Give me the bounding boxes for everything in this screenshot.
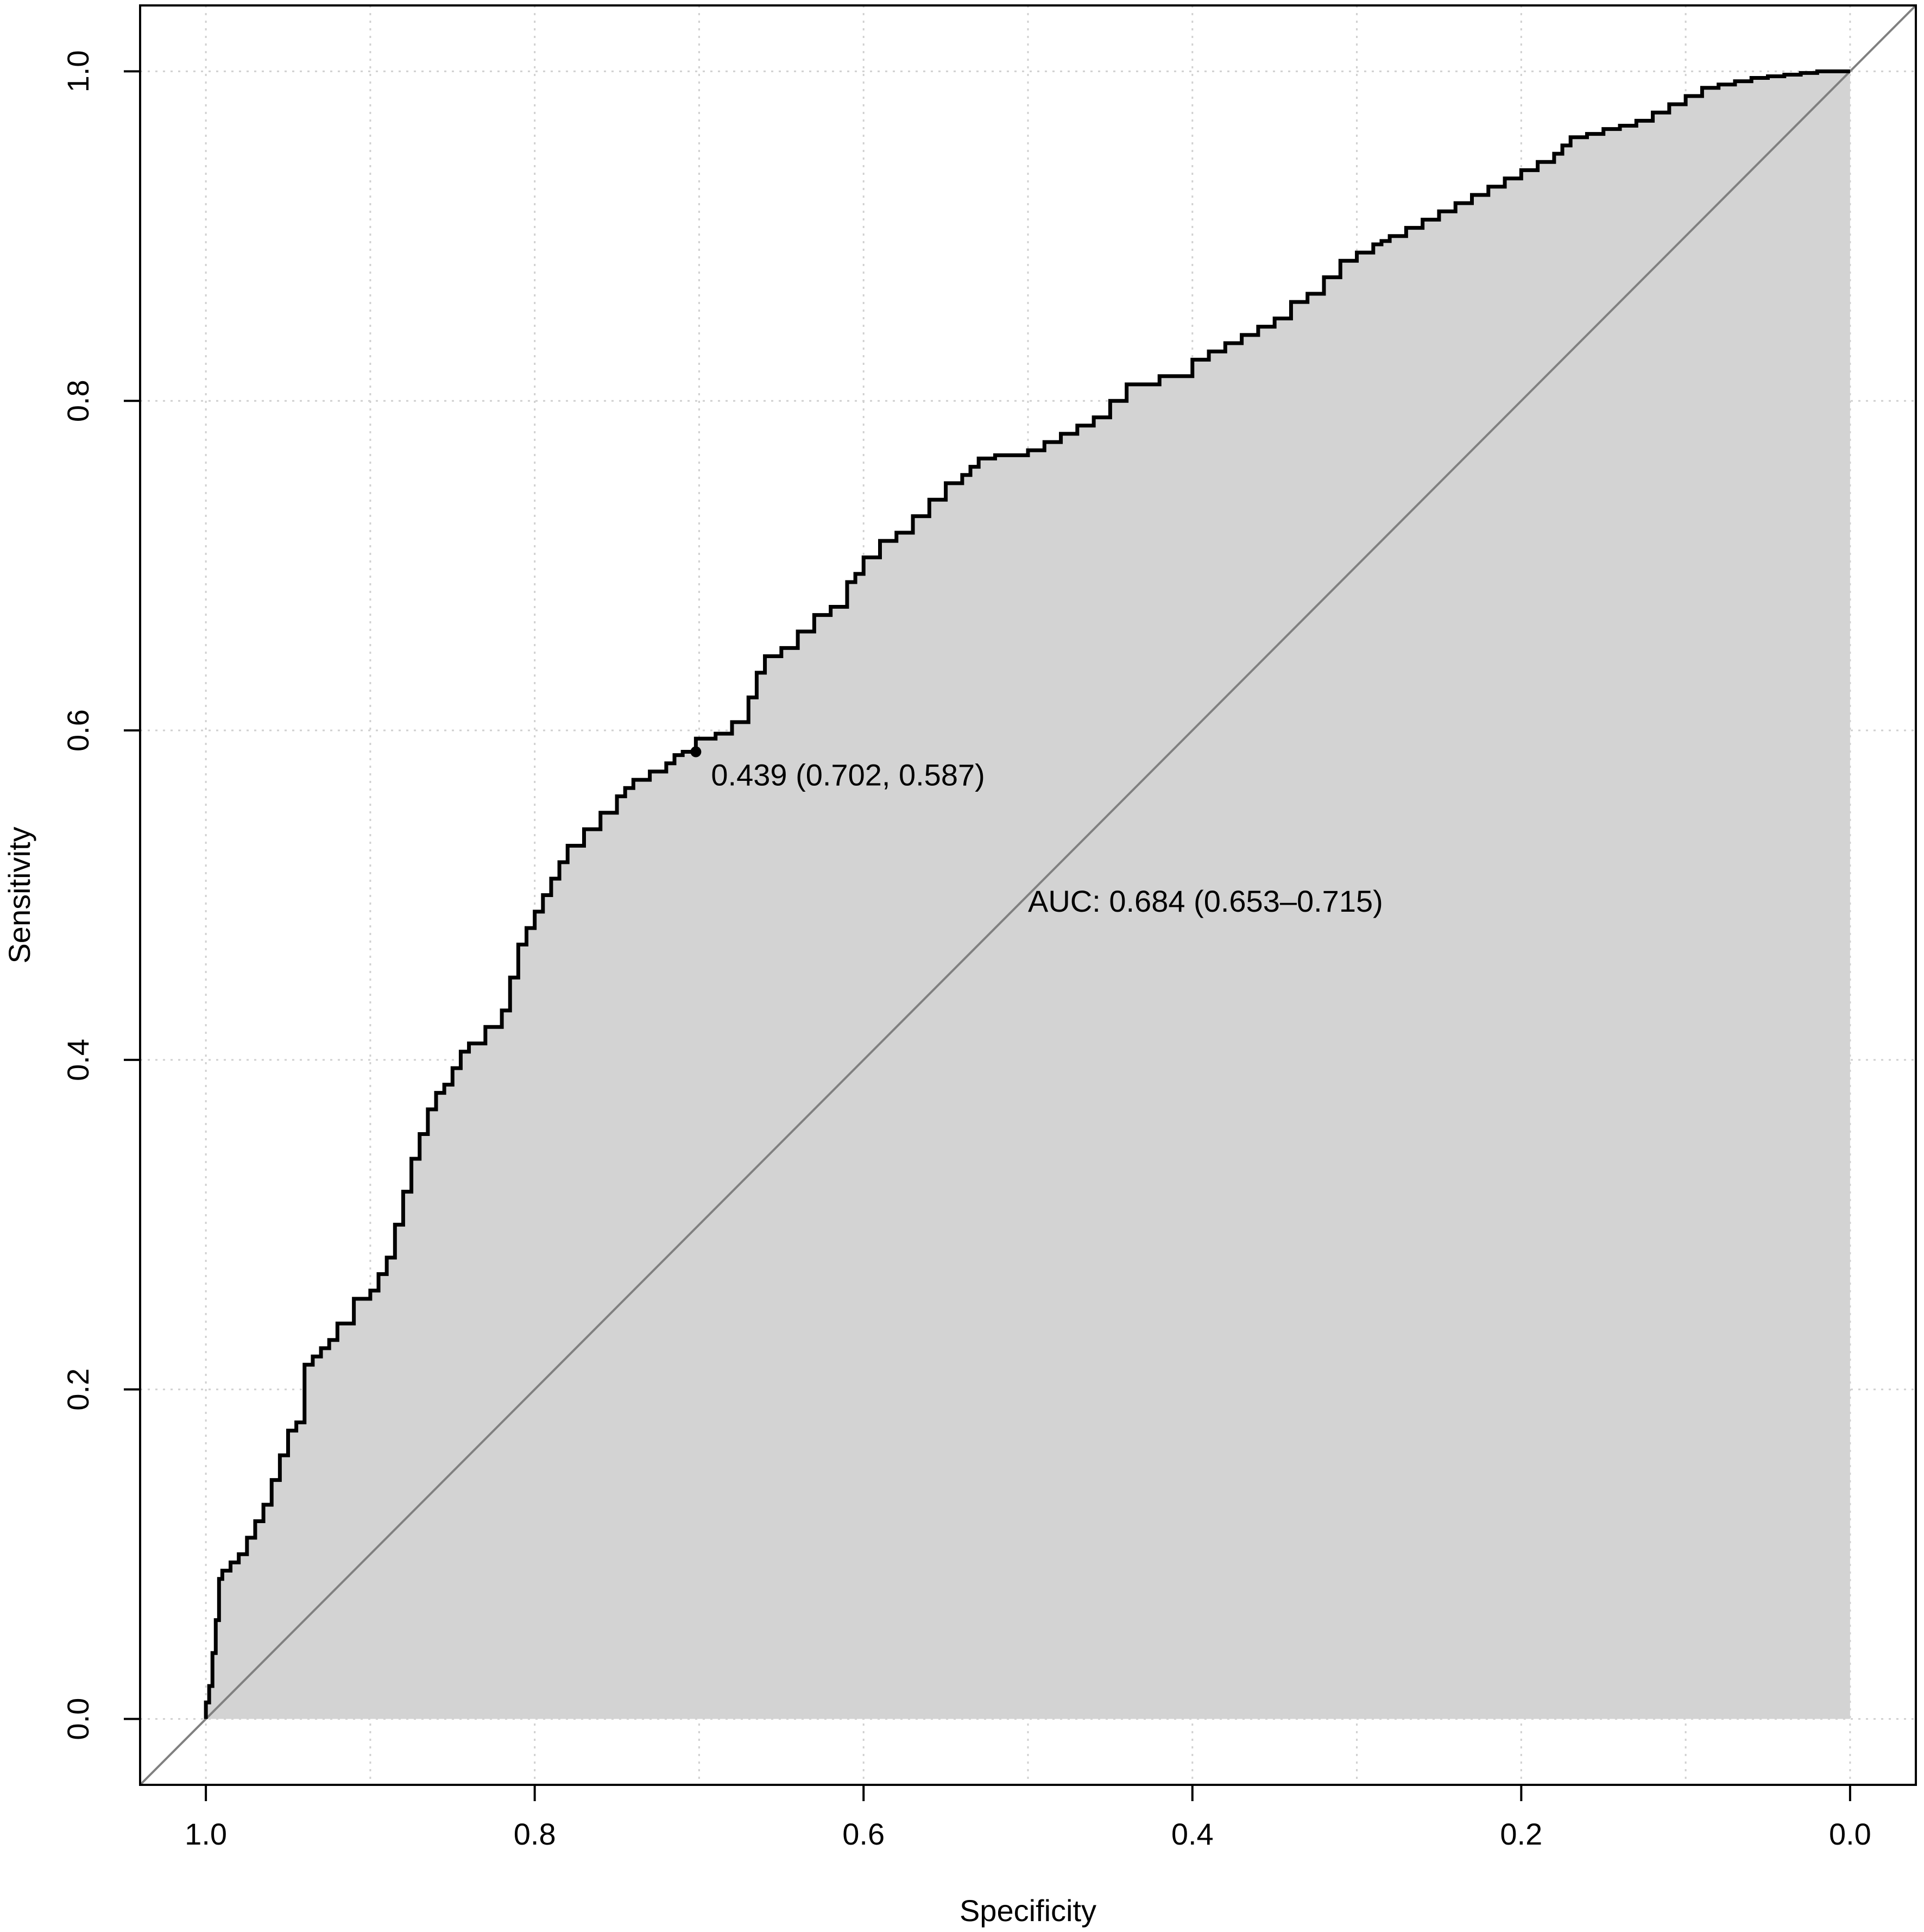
x-axis: 1.0 0.8 0.6 0.4 0.2 0.0 (185, 1784, 1871, 1851)
y-tick-label: 0.8 (61, 380, 95, 422)
y-axis-title: Sensitivity (2, 826, 36, 963)
roc-curve (204, 69, 1850, 1719)
threshold-label: 0.439 (0.702, 0.587) (711, 758, 985, 792)
y-tick-label: 0.4 (61, 1039, 95, 1081)
y-axis: 0.0 0.2 0.4 0.6 0.8 1.0 (61, 50, 141, 1740)
y-tick-label: 0.6 (61, 709, 95, 752)
y-tick-label: 0.0 (61, 1698, 95, 1740)
auc-label: AUC: 0.684 (0.653–0.715) (1028, 884, 1383, 918)
x-tick-label: 0.2 (1500, 1817, 1542, 1851)
x-tick-label: 0.0 (1829, 1817, 1871, 1851)
x-tick-label: 1.0 (185, 1817, 227, 1851)
threshold-point (690, 746, 702, 757)
y-tick-label: 0.2 (61, 1368, 95, 1411)
reference-diagonal (139, 4, 1917, 1786)
x-tick-label: 0.6 (842, 1817, 885, 1851)
x-axis-title: Specificity (960, 1893, 1096, 1928)
x-tick-label: 0.4 (1171, 1817, 1214, 1851)
x-tick-label: 0.8 (514, 1817, 556, 1851)
y-tick-label: 1.0 (61, 50, 95, 92)
